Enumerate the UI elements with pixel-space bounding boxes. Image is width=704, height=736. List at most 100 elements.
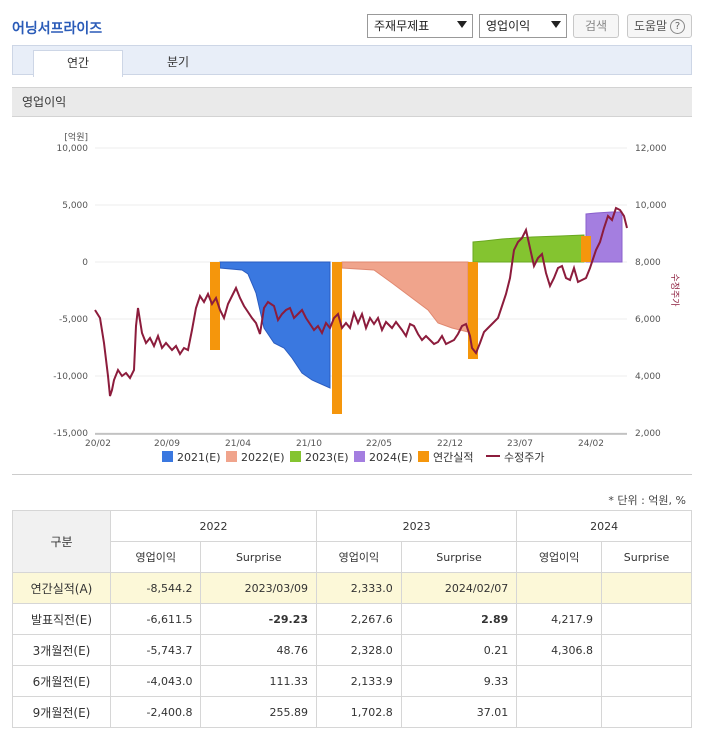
legend-label: 2024(E)	[369, 451, 413, 464]
legend-swatch-2021	[162, 451, 173, 462]
table-cell	[601, 603, 692, 635]
table-cell: -6,611.5	[109, 603, 202, 635]
row-label: 연간실적(A)	[12, 572, 111, 604]
table-row: 연간실적(A) -8,544.2 2023/03/09 2,333.0 2024…	[12, 572, 692, 604]
table-cell	[516, 665, 603, 697]
x-tick-label: 21/04	[225, 439, 251, 449]
table-row: 발표직전(E) -6,611.5 -29.23 2,267.6 2.89 4,2…	[12, 603, 692, 635]
statement-select-value: 주재무제표	[374, 19, 430, 33]
table-cell: 2,328.0	[316, 634, 402, 666]
legend-label: 2023(E)	[305, 451, 349, 464]
table-row: 9개월전(E) -2,400.8 255.89 1,702.8 37.01	[12, 696, 692, 728]
sub-header: 영업이익	[316, 541, 402, 573]
table-cell: 9.33	[400, 665, 518, 697]
table-cell: -29.23	[200, 603, 317, 635]
legend-label: 2022(E)	[241, 451, 285, 464]
right-axis-label: 수정주가	[669, 273, 680, 306]
right-tick-label: 6,000	[635, 315, 661, 325]
chevron-down-icon	[457, 21, 467, 28]
chart-grid	[95, 147, 627, 434]
header: 어닝서프라이즈 주재무제표 영업이익 검색 도움말?	[0, 0, 704, 44]
table-cell: 4,306.8	[516, 634, 603, 666]
adjusted-price-line	[94, 206, 628, 397]
chart-legend: 2021(E) 2022(E) 2023(E) 2024(E) 연간실적 수정주…	[162, 451, 544, 464]
row-label: 9개월전(E)	[12, 696, 111, 728]
legend-swatch-2023	[290, 451, 301, 462]
table-cell: 37.01	[400, 696, 518, 728]
x-tick-label: 20/09	[154, 439, 180, 449]
left-tick-label: -5,000	[59, 315, 88, 325]
year-header: 2023	[315, 510, 518, 542]
table-cell: 111.33	[200, 665, 317, 697]
table-cell	[516, 696, 603, 728]
annual-actual-bar	[468, 262, 478, 359]
table-cell	[516, 572, 603, 604]
divider	[12, 474, 692, 475]
search-button[interactable]: 검색	[573, 14, 619, 38]
left-tick-label: 10,000	[57, 144, 89, 154]
area-2022-estimate	[341, 261, 469, 333]
surprise-table: 구분 2022 2023 2024 영업이익 Surprise 영업이익 Sur…	[12, 510, 692, 728]
year-header: 2022	[110, 510, 317, 542]
right-tick-label: 12,000	[635, 144, 667, 154]
table-cell: 2023/03/09	[200, 572, 317, 604]
x-tick-label: 23/07	[507, 439, 533, 449]
help-button[interactable]: 도움말?	[627, 14, 692, 38]
table-cell: 2.89	[400, 603, 518, 635]
table-cell: 2,333.0	[316, 572, 402, 604]
table-cell: 255.89	[200, 696, 317, 728]
x-tick-label: 24/02	[578, 439, 604, 449]
tab-annual[interactable]: 연간	[33, 50, 123, 77]
x-tick-label: 21/10	[296, 439, 322, 449]
legend-label: 수정주가	[504, 451, 544, 464]
year-header: 2024	[516, 510, 692, 542]
area-2024-estimate	[585, 211, 623, 263]
section-title: 영업이익	[12, 87, 692, 117]
right-tick-label: 10,000	[635, 201, 667, 211]
left-tick-label: -10,000	[53, 372, 88, 382]
table-cell: 48.76	[200, 634, 317, 666]
table-corner-header: 구분	[12, 510, 111, 573]
legend-swatch-2022	[226, 451, 237, 462]
row-label: 6개월전(E)	[12, 665, 111, 697]
left-axis-unit: [억원]	[64, 131, 88, 143]
left-tick-label: 0	[82, 258, 88, 268]
tab-quarterly[interactable]: 분기	[166, 55, 190, 69]
chevron-down-icon	[551, 21, 561, 28]
table-cell: 1,702.8	[316, 696, 402, 728]
sub-header: Surprise	[601, 541, 692, 573]
sub-header: 영업이익	[109, 541, 202, 573]
right-tick-label: 2,000	[635, 429, 661, 439]
help-button-label: 도움말	[633, 19, 668, 33]
left-tick-label: 5,000	[62, 201, 88, 211]
legend-swatch-2024	[354, 451, 365, 462]
chart-svg: [억원] 10,000 5,000 0 -5,000 -10,000 -15,0…	[53, 131, 680, 464]
area-2021-estimate	[219, 261, 331, 389]
page-title: 어닝서프라이즈	[12, 21, 103, 37]
table-cell: -5,743.7	[109, 634, 202, 666]
annual-actual-bar	[210, 262, 220, 350]
table-row: 6개월전(E) -4,043.0 111.33 2,133.9 9.33	[12, 665, 692, 697]
table-cell	[601, 572, 692, 604]
table-cell: -4,043.0	[109, 665, 202, 697]
table-row: 3개월전(E) -5,743.7 48.76 2,328.0 0.21 4,30…	[12, 634, 692, 666]
unit-note: * 단위 : 억원, %	[608, 494, 686, 507]
table-cell: 2024/02/07	[400, 572, 518, 604]
annual-actual-bar	[332, 262, 342, 414]
sub-header: Surprise	[200, 541, 317, 573]
row-label: 발표직전(E)	[12, 603, 111, 635]
legend-swatch-annual	[418, 451, 429, 462]
metric-select[interactable]: 영업이익	[479, 14, 567, 38]
x-axis: 20/02 20/09 21/04 21/10 22/05 22/12 23/0…	[85, 439, 604, 449]
annual-actual-bar	[581, 236, 591, 262]
right-axis: 12,000 10,000 8,000 6,000 4,000 2,000	[635, 144, 667, 439]
sub-header: 영업이익	[516, 541, 603, 573]
row-label: 3개월전(E)	[12, 634, 111, 666]
metric-select-value: 영업이익	[486, 19, 531, 33]
right-tick-label: 8,000	[635, 258, 661, 268]
table-cell: 4,217.9	[516, 603, 603, 635]
period-tabs: 연간 분기	[12, 45, 692, 77]
statement-select[interactable]: 주재무제표	[367, 14, 473, 38]
x-tick-label: 22/05	[366, 439, 392, 449]
table-cell: 2,133.9	[316, 665, 402, 697]
